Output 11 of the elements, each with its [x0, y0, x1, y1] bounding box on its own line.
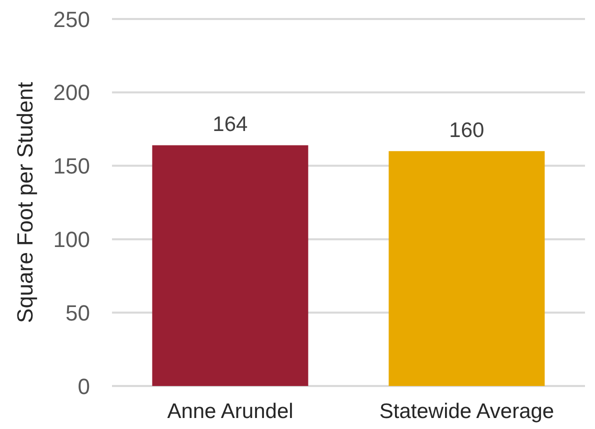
data-label: 160	[449, 119, 484, 142]
y-tick-label: 100	[53, 227, 90, 252]
y-tick-label: 150	[53, 154, 90, 179]
x-tick-label: Statewide Average	[379, 400, 554, 423]
y-tick-label: 0	[78, 374, 90, 399]
data-label: 164	[212, 113, 248, 136]
x-tick-label: Anne Arundel	[167, 400, 294, 423]
y-axis-title: Square Foot per Student	[12, 82, 38, 323]
y-tick-label: 250	[53, 6, 90, 32]
y-tick-label: 50	[66, 300, 90, 326]
y-tick-label: 200	[53, 80, 90, 106]
